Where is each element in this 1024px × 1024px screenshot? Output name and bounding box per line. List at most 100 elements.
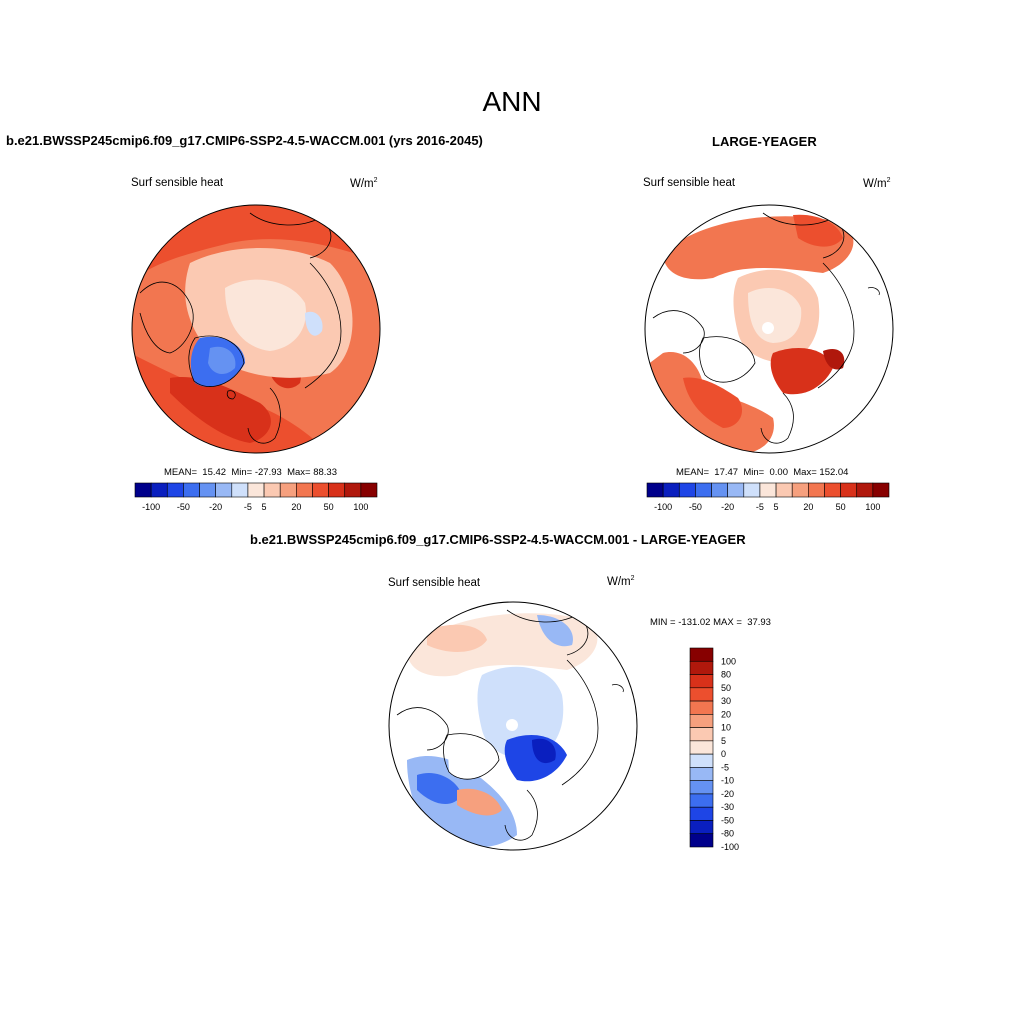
panel1-max-label: Max= — [287, 467, 311, 478]
panel1-field-pacific-warm — [132, 205, 380, 283]
panel3-colorbar-tick-label: 50 — [721, 683, 731, 693]
panel1-colorbar-tick-label: 50 — [324, 502, 334, 512]
panel2-colorbar-swatch — [791, 482, 809, 498]
panel2-coastline-greenland — [699, 336, 756, 383]
panel3-colorbar-tick-label: -100 — [721, 842, 739, 852]
panel3-colorbar-tick-label: -10 — [721, 776, 734, 786]
panel1-coastline-iceland — [226, 390, 236, 400]
panel1-colorbar-swatch — [134, 482, 152, 498]
panel1-title: b.e21.BWSSP245cmip6.f09_g17.CMIP6-SSP2-4… — [6, 133, 483, 148]
panel3-colorbar-swatch — [689, 820, 714, 835]
panel2-colorbar-tick-label: 20 — [803, 502, 813, 512]
panel2-colorbar-tick-label: -5 — [756, 502, 764, 512]
panel2-colorbar-tick-label: -100 — [654, 502, 672, 512]
panel1-coastline-greenland — [188, 335, 245, 387]
panel3-min: -131.02 — [678, 617, 711, 628]
panel2-colorbar-swatch — [775, 482, 793, 498]
panel2-colorbar-tick-label: 100 — [865, 502, 880, 512]
panel1-min-label: Min= — [231, 467, 253, 478]
panel1-stats: MEAN= 15.42 Min= -27.93 Max= 88.33 — [164, 467, 337, 478]
panel1-max: 88.33 — [313, 467, 337, 478]
panel1-colorbar-tick-label: 5 — [262, 502, 267, 512]
panel3-colorbar-tick-label: 20 — [721, 709, 731, 719]
panel1-colorbar-tick-label: -20 — [209, 502, 222, 512]
panel3-colorbar-swatch — [689, 793, 714, 808]
panel2-min: 0.00 — [769, 467, 788, 478]
panel3-colorbar-swatch — [689, 674, 714, 689]
panel2-field-barents-hotspot — [823, 348, 845, 370]
panel3-colorbar-swatch — [689, 780, 714, 795]
panel1-coastline-scandinavia — [247, 387, 281, 444]
panel3-colorbar-swatch — [689, 740, 714, 755]
panel3-coastline-north-america — [396, 707, 449, 751]
panel3-colorbar-tick-label: -30 — [721, 802, 734, 812]
panel1-colorbar-swatch — [231, 482, 249, 498]
panel2-colorbar-tick-label: -20 — [721, 502, 734, 512]
panel1-colorbar-swatch — [199, 482, 216, 498]
panel2-coastline-eurasia — [817, 262, 855, 389]
panel1-map-border — [131, 204, 381, 454]
panel3-coastline-greenland — [443, 733, 500, 780]
panel1-colorbar-swatch — [328, 482, 346, 498]
panel1-colorbar-tick-label: -50 — [177, 502, 190, 512]
panel1-colorbar-tick-label: 20 — [291, 502, 301, 512]
panel2-min-label: Min= — [743, 467, 765, 478]
panel1-colorbar-tick-label: 100 — [353, 502, 368, 512]
figure-title: ANN — [482, 86, 542, 117]
panel3-polar-map — [388, 601, 638, 851]
panel3-colorbar-tick-label: 0 — [721, 749, 726, 759]
panel1-colorbar-swatch — [296, 482, 313, 498]
panel1-field-arctic-cool — [305, 311, 323, 336]
panel3-colorbar-swatch — [689, 700, 714, 715]
panel2-variable-label: Surf sensible heat — [643, 177, 736, 189]
panel2-colorbar-swatch — [646, 482, 664, 498]
panel1-colorbar-tick-label: -5 — [244, 502, 252, 512]
panel3-colorbar-swatch — [689, 767, 714, 781]
panel3-colorbar-tick-label: -5 — [721, 762, 729, 772]
panel2-colorbar-swatch — [678, 482, 696, 498]
panel3-colorbar-swatch — [689, 833, 714, 848]
panel2-max-label: Max= — [793, 467, 817, 478]
panel2-colorbar-swatch — [856, 482, 874, 498]
panel2-coastline-alaska-fragment — [867, 287, 880, 296]
panel1-colorbar-swatch — [360, 482, 378, 498]
panel2-colorbar-swatch — [695, 482, 712, 498]
panel1-coastline-eurasia — [304, 262, 342, 389]
panel2-mean-label: MEAN= — [676, 467, 709, 478]
panel2-field-pole-hole — [762, 322, 774, 334]
panel3-colorbar-swatch — [689, 753, 714, 768]
panel1-colorbar-swatch — [215, 482, 233, 498]
panel1-field-greenland-mid — [208, 346, 236, 375]
panel2-field-pacific-warm — [793, 214, 843, 247]
panel3-colorbar-swatch — [689, 647, 714, 662]
panel3-colorbar-swatch — [689, 806, 714, 821]
panel1-units: W/m2 — [350, 177, 378, 190]
panel1-colorbar-swatch — [279, 482, 297, 498]
panel2-colorbar-swatch — [840, 482, 858, 498]
panel3-field-pole-hole — [506, 719, 518, 731]
panel1-min: -27.93 — [254, 467, 282, 478]
panel2-field-central-arctic — [748, 288, 802, 343]
panel2-colorbar-tick-label: -50 — [689, 502, 702, 512]
panel1-polar-map — [131, 204, 381, 454]
panel3-colorbar-swatch — [689, 714, 714, 728]
panel3-field-barents-coldest — [532, 738, 556, 764]
panel3-variable-label: Surf sensible heat — [388, 577, 481, 589]
panel2-max: 152.04 — [819, 467, 849, 478]
panel2-field-gulf-stream — [683, 377, 743, 428]
panel3-stats: MIN = -131.02 MAX = 37.93 — [650, 617, 771, 628]
panel3-colorbar-tick-label: 100 — [721, 656, 736, 666]
panel2-colorbar-tick-label: 50 — [836, 502, 846, 512]
panel2-field-barents-sea — [770, 348, 833, 395]
panel3-field-pacific-cool — [537, 615, 573, 647]
panel2-colorbar-swatch — [711, 482, 728, 498]
panel3-colorbar-tick-label: -20 — [721, 789, 734, 799]
panel3-coastline-scandinavia — [504, 789, 538, 841]
panel2-colorbar-swatch — [743, 482, 761, 498]
panel1-colorbar-swatch — [166, 482, 184, 498]
panel3-field-pacific-warm — [427, 624, 487, 652]
panel2-colorbar-tick-label: 5 — [774, 502, 779, 512]
panel2-field-greenland — [703, 336, 755, 383]
panel1-colorbar-swatch — [312, 482, 329, 498]
panel2-map-border — [644, 204, 894, 454]
